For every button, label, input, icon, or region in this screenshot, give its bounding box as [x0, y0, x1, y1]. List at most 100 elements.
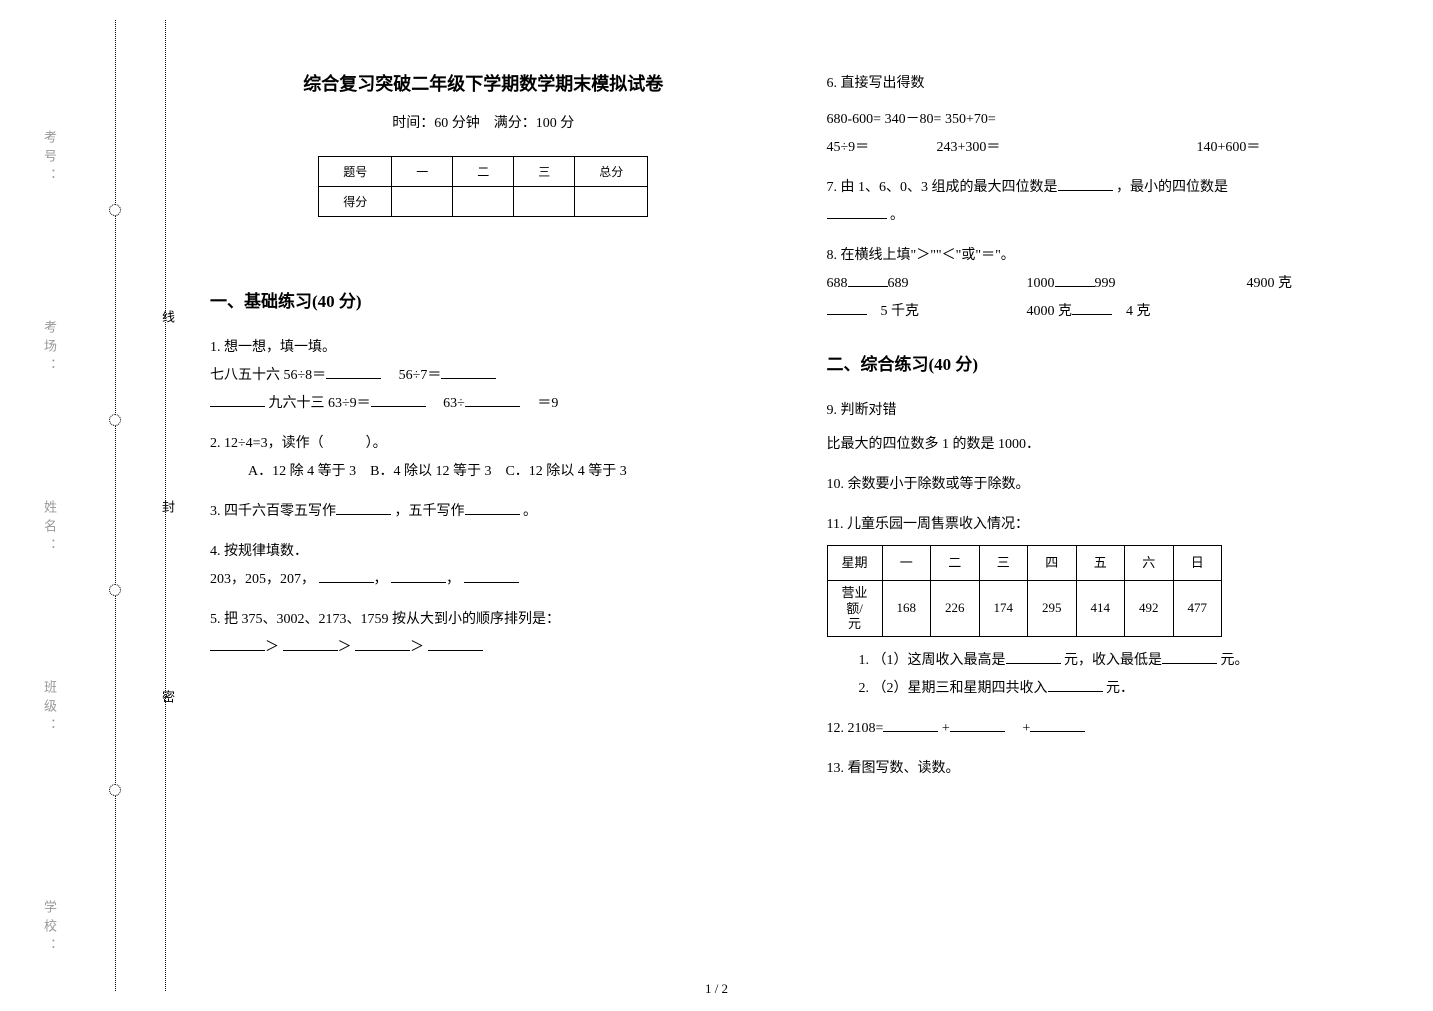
- q4: 4. 按规律填数． 203，205，207， ， ，: [210, 538, 757, 594]
- fill-blank[interactable]: [465, 501, 520, 515]
- fill-blank[interactable]: [1048, 678, 1103, 692]
- score-table: 题号 一 二 三 总分 得分: [318, 156, 648, 217]
- binding-circle: [109, 784, 121, 796]
- q11-table-head: 星期 一 二 三 四 五 六 日: [827, 546, 1222, 581]
- q8-p3: 4900 克: [1247, 270, 1293, 298]
- q9-text: 比最大的四位数多 1 的数是 1000．: [827, 431, 1374, 459]
- section2-heading: 二、综合练习(40 分): [827, 350, 1374, 375]
- fill-blank[interactable]: [210, 637, 265, 651]
- fill-blank[interactable]: [827, 301, 867, 315]
- section1-heading: 一、基础练习(40 分): [210, 287, 757, 312]
- fill-blank[interactable]: [1006, 650, 1061, 664]
- fill-blank[interactable]: [950, 718, 1005, 732]
- q8-p5: 4000 克 4 克: [1027, 298, 1151, 326]
- binding-char-mi: 密: [158, 690, 177, 703]
- q9: 9. 判断对错 比最大的四位数多 1 的数是 1000．: [827, 397, 1374, 459]
- fill-blank[interactable]: [465, 393, 520, 407]
- binding-label-xingming: 姓名：: [40, 500, 59, 557]
- q11-h3: 三: [979, 546, 1028, 581]
- q11-h7: 日: [1173, 546, 1222, 581]
- fill-blank[interactable]: [1030, 718, 1085, 732]
- q11-s2a: （2）星期三和星期四共收入: [873, 681, 1048, 696]
- fill-blank[interactable]: [1055, 273, 1095, 287]
- fill-blank[interactable]: [883, 718, 938, 732]
- q11-s2b: 元．: [1106, 681, 1134, 696]
- binding-label-banji: 班级：: [40, 680, 59, 737]
- binding-char-feng: 封: [158, 500, 177, 513]
- exam-subtitle: 时间：60 分钟 满分：100 分: [210, 112, 757, 132]
- q11-stem: 11. 儿童乐园一周售票收入情况：: [827, 511, 1374, 539]
- q7: 7. 由 1、6、0、3 组成的最大四位数是 ，最小的四位数是 。: [827, 174, 1374, 230]
- q6-l1a: 680-600=: [827, 112, 882, 127]
- exam-title: 综合复习突破二年级下学期数学期末模拟试卷: [210, 70, 757, 96]
- score-h1: 一: [392, 157, 453, 187]
- fill-blank[interactable]: [1072, 301, 1112, 315]
- q11-table: 星期 一 二 三 四 五 六 日 营业额/元 168 226 174 295 4…: [827, 545, 1223, 637]
- q1-l2c: ＝9: [523, 396, 558, 411]
- q8-p1b: 689: [888, 276, 909, 291]
- score-value-row: 得分: [319, 187, 648, 217]
- fill-blank[interactable]: [210, 393, 265, 407]
- q6-line2: 45÷9＝ 243+300＝ 140+600＝: [827, 134, 1374, 162]
- q1-l1b: 56÷7＝: [385, 368, 442, 383]
- q3: 3. 四千六百零五写作 ，五千写作 。: [210, 498, 757, 526]
- fill-blank[interactable]: [283, 637, 338, 651]
- q1-line1: 七八五十六 56÷8＝ 56÷7＝: [210, 362, 757, 390]
- fill-blank[interactable]: [848, 273, 888, 287]
- binding-char-xian: 线: [158, 310, 177, 323]
- q11-rowlabel: 营业额/元: [827, 581, 882, 637]
- fill-blank[interactable]: [336, 501, 391, 515]
- score-row-label: 得分: [319, 187, 392, 217]
- fill-blank[interactable]: [391, 569, 446, 583]
- right-column: 6. 直接写出得数 680-600= 340－80= 350+70= 45÷9＝…: [827, 70, 1374, 961]
- left-column: 综合复习突破二年级下学期数学期末模拟试卷 时间：60 分钟 满分：100 分 题…: [210, 70, 757, 961]
- q8-p5a: 4000 克: [1027, 304, 1073, 319]
- q3-b: ，五千写作: [395, 504, 465, 519]
- q11-s1b: 元，收入最低是: [1064, 653, 1162, 668]
- q1-l1a: 七八五十六 56÷8＝: [210, 368, 326, 383]
- gt: ＞: [338, 640, 352, 655]
- fill-blank[interactable]: [326, 365, 381, 379]
- q6-l2b: 243+300＝: [937, 134, 1197, 162]
- fill-blank[interactable]: [1162, 650, 1217, 664]
- q8-p1a: 688: [827, 276, 848, 291]
- q8-p5b: 4 克: [1126, 304, 1151, 319]
- binding-circle: [109, 584, 121, 596]
- q11-sub1: （1）这周收入最高是 元，收入最低是 元。: [873, 647, 1374, 675]
- score-h3: 三: [514, 157, 575, 187]
- fill-blank[interactable]: [355, 637, 410, 651]
- q12-plus2: +: [1022, 721, 1030, 736]
- q1-stem: 1. 想一想，填一填。: [210, 334, 757, 362]
- gt: ＞: [265, 640, 279, 655]
- q4-seq: 203，205，207， ， ，: [210, 566, 757, 594]
- q8-p2: 1000999: [1027, 270, 1247, 298]
- q8: 8. 在横线上填"＞""＜"或"＝"。 688689 1000999 4900 …: [827, 242, 1374, 326]
- binding-label-kaochang: 考场：: [40, 320, 59, 377]
- score-h2: 二: [453, 157, 514, 187]
- q11-v5: 492: [1125, 581, 1174, 637]
- fill-blank[interactable]: [441, 365, 496, 379]
- q1-l2b: 63÷: [429, 396, 465, 411]
- q8-p3a: 4900 克: [1247, 276, 1293, 291]
- q11-v2: 174: [979, 581, 1028, 637]
- page-number: 1 / 2: [705, 981, 728, 997]
- fill-blank[interactable]: [319, 569, 374, 583]
- score-h0: 题号: [319, 157, 392, 187]
- q11-v3: 295: [1028, 581, 1077, 637]
- fill-blank[interactable]: [371, 393, 426, 407]
- q11-table-row: 营业额/元 168 226 174 295 414 492 477: [827, 581, 1222, 637]
- q11-h5: 五: [1076, 546, 1125, 581]
- fill-blank[interactable]: [464, 569, 519, 583]
- fill-blank[interactable]: [1058, 177, 1113, 191]
- fill-blank[interactable]: [827, 205, 887, 219]
- q2: 2. 12÷4=3，读作（ ）。 A．12 除 4 等于 3 B．4 除以 12…: [210, 430, 757, 486]
- score-blank: [392, 187, 453, 217]
- q7-b: ，最小的四位数是: [1116, 180, 1228, 195]
- fill-blank[interactable]: [428, 637, 483, 651]
- q8-row1: 688 689 1000999 4900 克: [827, 270, 1374, 298]
- q8-p2b: 999: [1095, 276, 1116, 291]
- q1-l2a: 九六十三 63÷9＝: [269, 396, 371, 411]
- q1-line2: 九六十三 63÷9＝ 63÷ ＝9: [210, 390, 757, 418]
- q1: 1. 想一想，填一填。 七八五十六 56÷8＝ 56÷7＝ 九六十三 63÷9＝…: [210, 334, 757, 418]
- q12-a: 12. 2108=: [827, 721, 884, 736]
